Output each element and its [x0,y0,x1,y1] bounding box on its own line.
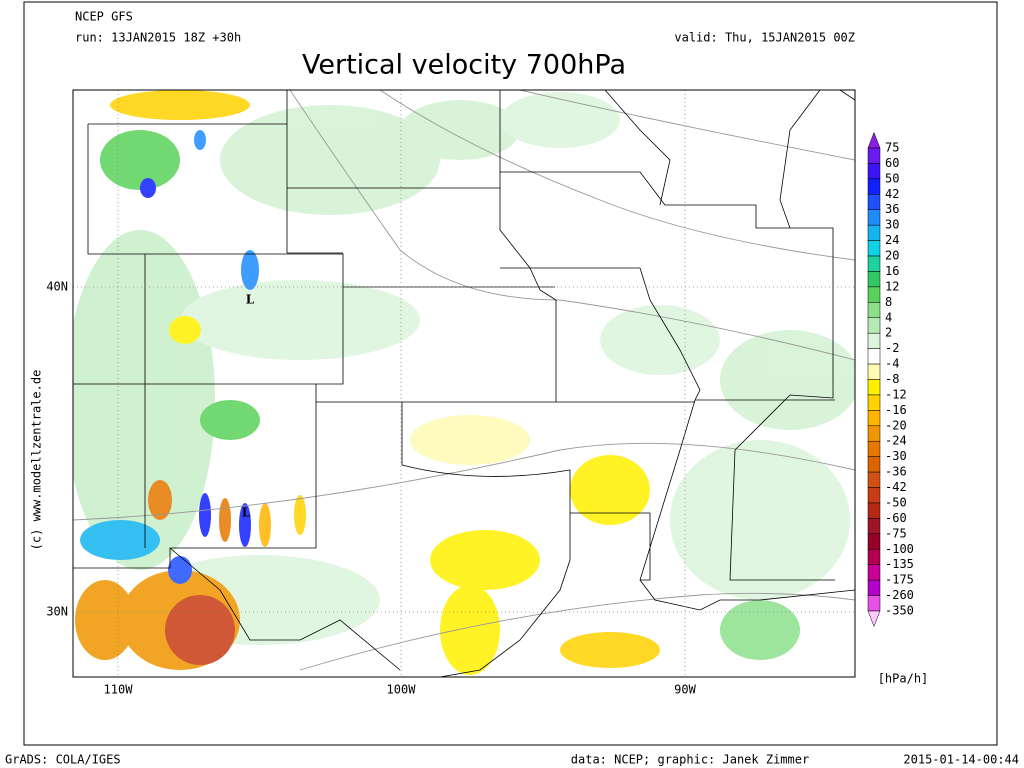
colorbar-label: -4 [885,357,899,371]
colorbar-label: 12 [885,279,899,293]
colorbar-box [867,332,881,349]
colorbar-label: 24 [885,233,899,247]
colorbar-label: -16 [885,403,907,417]
colorbar-label: -20 [885,418,907,432]
colorbar-label: 8 [885,295,892,309]
colorbar-box [867,363,881,380]
colorbar-label: -36 [885,465,907,479]
colorbar-label: -260 [885,588,914,602]
low-marker: L [246,293,255,307]
colorbar-box [867,194,881,210]
colorbar-box [867,518,881,535]
colorbar-label: -60 [885,511,907,525]
footer-credit: data: NCEP; graphic: Janek Zimmer [571,753,809,767]
colorbar-label: -24 [885,434,907,448]
colorbar-label: -100 [885,542,914,556]
colorbar-box [867,471,881,488]
frame [23,1,998,746]
lon-label: 90W [674,683,696,697]
colorbar-cap [867,131,881,149]
colorbar-label: 36 [885,202,899,216]
colorbar-cap [867,610,881,628]
footer-software: GrADS: COLA/IGES [5,753,121,767]
colorbar-box [867,502,881,519]
colorbar-label: 60 [885,156,899,170]
colorbar-box [867,595,881,612]
model: NCEP GFS [75,10,133,24]
colorbar-box [867,163,881,180]
colorbar-box [867,147,881,164]
colorbar-label: -2 [885,341,899,355]
colorbar-box [867,178,881,195]
footer-timestamp: 2015-01-14-00:44 [903,753,1019,767]
colorbar-label: 30 [885,218,899,232]
colorbar-label: -350 [885,604,914,618]
colorbar-label: -30 [885,449,907,463]
map: L L 40N 30N 110W 100W 90W (c) www.modell… [30,89,856,697]
lon-label: 100W [387,683,417,697]
colorbar-box [867,209,881,226]
colorbar-box [867,533,881,550]
colorbar-box [867,255,881,272]
colorbar-label: -75 [885,526,907,540]
colorbar-box [867,302,881,319]
title: Vertical velocity 700hPa [302,50,626,81]
colorbar-box [867,425,881,442]
lat-label: 30N [46,605,68,619]
colorbar-label: -12 [885,387,907,401]
colorbar-label: 42 [885,187,899,201]
colorbar-label: 4 [885,310,892,324]
run: run: 13JAN2015 18Z +30h [75,31,241,45]
colorbar-box [867,549,881,565]
colorbar-box [867,286,881,303]
colorbar-label: -42 [885,480,907,494]
colorbar-box [867,564,881,581]
lon-label: 110W [104,683,134,697]
colorbar-box [867,224,881,241]
colorbar-box [867,317,881,334]
lat-label: 40N [46,280,68,294]
colorbar-box [867,440,881,457]
colorbar-box [867,348,881,365]
colorbar-label: 50 [885,171,899,185]
colorbar-label: 75 [885,141,899,155]
colorbar-box [867,456,881,473]
colorbar-box [867,379,881,396]
low-marker: L [242,506,251,520]
colorbar-box [867,271,881,288]
colorbar-label: -175 [885,573,914,587]
colorbar-label: -135 [885,557,914,571]
valid: valid: Thu, 15JAN2015 00Z [674,31,855,45]
colorbar-label: -8 [885,372,899,386]
colorbar-label: 20 [885,249,899,263]
colorbar-box [867,394,881,411]
colorbar-unit: [hPa/h] [878,672,929,686]
colorbar-box [867,410,881,427]
colorbar-box [867,579,881,596]
colorbar-box [867,487,881,504]
colorbar-label: 2 [885,326,892,340]
colorbar: 75605042363024201612842-2-4-8-12-16-20-2… [867,131,914,628]
watermark: (c) www.modellzentrale.de [30,370,44,551]
colorbar-label: -50 [885,495,907,509]
colorbar-label: 16 [885,264,899,278]
colorbar-box [867,240,881,257]
